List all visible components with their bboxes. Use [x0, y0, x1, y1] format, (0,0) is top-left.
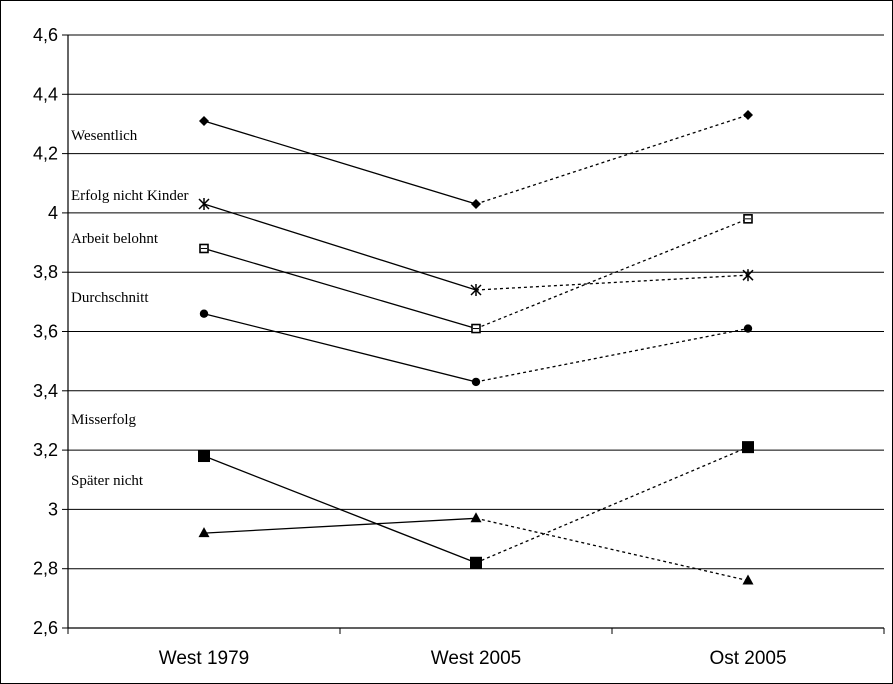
- data-point: [742, 269, 754, 282]
- data-point: [199, 243, 209, 254]
- data-point: [743, 214, 753, 224]
- series-label: Arbeit belohnt: [71, 231, 159, 247]
- data-point: [743, 324, 753, 333]
- y-tick-label: 4: [48, 203, 58, 223]
- data-point: [199, 115, 209, 126]
- series-markers: [198, 110, 754, 585]
- series-segment: [475, 218, 749, 330]
- series-label: Durchschnitt: [71, 290, 149, 306]
- x-tick-label: West 2005: [431, 648, 521, 669]
- y-tick-label: 3: [48, 499, 58, 519]
- data-point: [470, 283, 482, 296]
- series-segment: [475, 274, 749, 291]
- x-axis-ticks: West 1979 West 2005 Ost 2005: [67, 628, 885, 669]
- series-segment: [203, 517, 477, 534]
- series-segment: [475, 517, 749, 582]
- data-point: [198, 198, 210, 211]
- series-segment: [203, 247, 477, 330]
- data-point: [470, 512, 482, 523]
- series-label: Wesentlich: [71, 128, 138, 144]
- series-label: Erfolg nicht Kinder: [71, 188, 188, 204]
- series-segment: [475, 114, 749, 205]
- y-tick-label: 3,6: [33, 322, 58, 342]
- y-tick-label: 3,4: [33, 381, 58, 401]
- y-axis-ticks: 2,6 2,8 3 3,2 3,4 3,6 3,8 4 4,2 4,4 4,6: [33, 25, 68, 638]
- data-point: [743, 110, 753, 121]
- series-segment: [203, 313, 477, 383]
- data-point: [471, 199, 481, 210]
- x-tick-label: West 1979: [159, 648, 249, 669]
- series-segment: [475, 446, 749, 564]
- data-point: [199, 309, 209, 318]
- y-tick-label: 4,2: [33, 144, 58, 164]
- y-tick-label: 3,8: [33, 262, 58, 282]
- data-point: [198, 527, 210, 538]
- y-tick-label: 3,2: [33, 440, 58, 460]
- series-segment: [203, 203, 477, 291]
- x-tick-label: Ost 2005: [709, 648, 786, 669]
- series-lines: [203, 114, 749, 582]
- data-point: [470, 556, 482, 569]
- series-segment: [203, 455, 477, 564]
- y-tick-label: 4,6: [33, 25, 58, 45]
- series-segment: [203, 120, 477, 205]
- series-labels: Wesentlich Erfolg nicht Kinder Arbeit belo…: [71, 128, 188, 489]
- data-point: [471, 377, 481, 387]
- y-tick-label: 2,8: [33, 559, 58, 579]
- series-segment: [475, 327, 749, 383]
- data-point: [471, 323, 481, 334]
- gridlines: [68, 34, 884, 570]
- data-point: [742, 574, 754, 585]
- data-point: [742, 441, 754, 454]
- y-tick-label: 4,4: [33, 84, 58, 104]
- data-point: [198, 450, 210, 463]
- series-label: Später nicht: [71, 473, 144, 489]
- series-label: Misserfolg: [71, 412, 136, 428]
- y-tick-label: 2,6: [33, 618, 58, 638]
